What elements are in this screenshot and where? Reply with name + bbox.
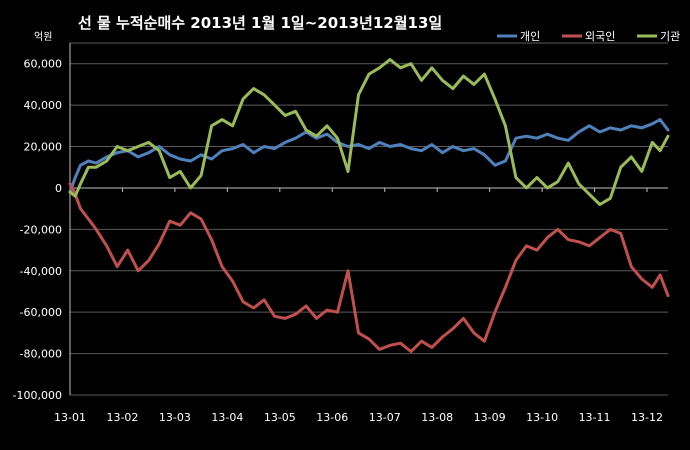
x-tick-label: 13-05: [264, 411, 296, 424]
y-tick-label: -100,000: [13, 389, 62, 402]
x-tick-label: 13-12: [631, 411, 663, 424]
x-tick-label: 13-06: [316, 411, 348, 424]
x-tick-label: 13-07: [369, 411, 401, 424]
chart-title: 선 물 누적순매수 2013년 1월 1일~2013년12월13일: [78, 14, 442, 32]
legend-label: 기관: [660, 30, 680, 43]
x-tick-label: 13-01: [54, 411, 86, 424]
tick-labels: -100,000 -80,000 -60,000 -40,000 -20,000 0 20,…: [13, 58, 663, 424]
y-tick-label: -40,000: [20, 265, 62, 278]
gridlines: [70, 42, 668, 396]
x-tick-label: 13-02: [106, 411, 138, 424]
y-tick-label: -20,000: [20, 223, 62, 236]
x-tick-label: 13-10: [526, 411, 558, 424]
y-tick-label: 0: [55, 182, 62, 195]
x-tick-label: 13-03: [159, 411, 191, 424]
unit-label: 억원: [34, 31, 52, 43]
series-layer: [68, 58, 670, 353]
y-tick-label: 60,000: [24, 58, 63, 71]
x-tick-label: 13-09: [474, 411, 506, 424]
y-tick-label: 20,000: [24, 141, 63, 154]
series-line-외국인: [68, 182, 670, 353]
legend-label: 외국인: [585, 30, 615, 43]
series-line-기관: [68, 58, 670, 206]
x-tick-label: 13-08: [421, 411, 453, 424]
legend: 개인 외국인 기관: [497, 30, 680, 43]
y-tick-label: -60,000: [20, 306, 62, 319]
y-tick-label: 40,000: [24, 99, 63, 112]
x-tick-label: 13-11: [579, 411, 611, 424]
x-tick-label: 13-04: [211, 411, 243, 424]
y-tick-label: -80,000: [20, 348, 62, 361]
legend-label: 개인: [520, 30, 540, 43]
